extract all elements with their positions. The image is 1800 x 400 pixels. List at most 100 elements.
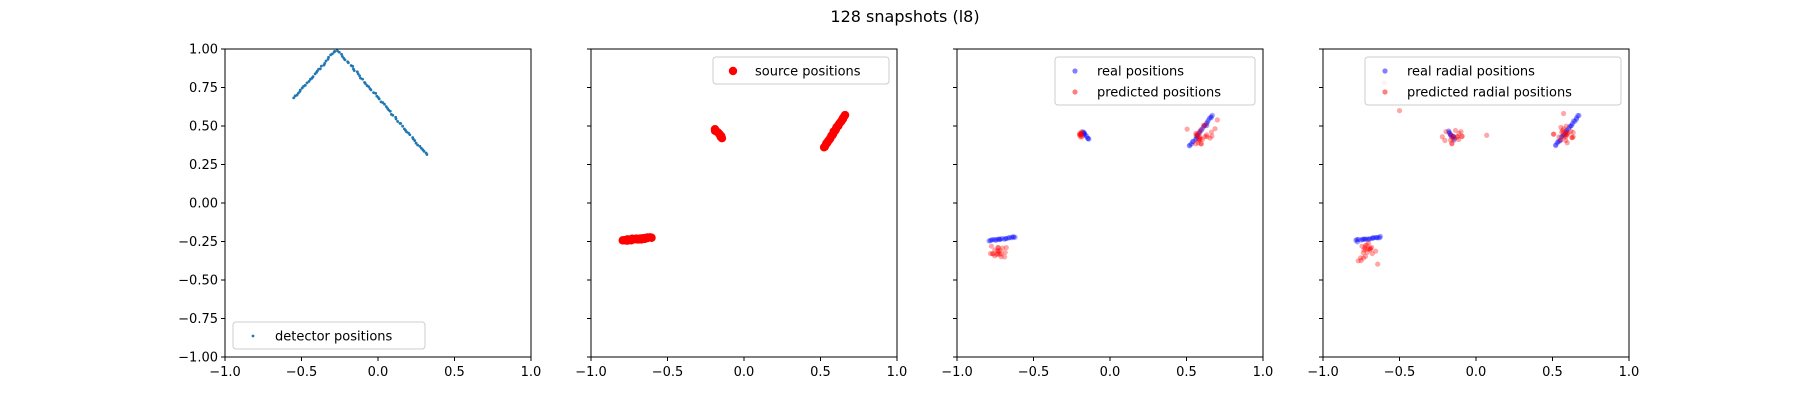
legend-label: predicted radial positions — [1407, 86, 1572, 101]
data-point — [996, 236, 1003, 243]
legend-box — [1364, 56, 1622, 106]
data-point — [1456, 136, 1462, 143]
data-point — [1454, 134, 1460, 140]
data-point — [1202, 122, 1208, 129]
data-point — [330, 52, 334, 56]
y-tick-label: 0.75 — [189, 81, 218, 96]
data-point — [352, 69, 356, 73]
data-point — [1563, 134, 1569, 140]
data-point — [1001, 254, 1008, 260]
data-point — [323, 62, 327, 65]
series-marks — [292, 49, 429, 156]
data-point — [1439, 134, 1445, 140]
data-point — [305, 81, 309, 85]
data-point — [1198, 141, 1204, 147]
data-point — [1364, 236, 1371, 242]
data-point — [358, 74, 361, 78]
data-point — [1569, 134, 1575, 141]
data-point — [1561, 134, 1567, 140]
data-point — [1193, 141, 1199, 147]
data-point — [1366, 236, 1372, 242]
data-point — [1353, 237, 1359, 243]
data-point — [1078, 131, 1084, 137]
data-point — [333, 49, 337, 53]
data-point — [1565, 130, 1571, 136]
data-point — [1459, 133, 1465, 139]
data-point — [1563, 130, 1569, 136]
x-tick-label: 1.0 — [887, 365, 908, 380]
data-point — [1084, 133, 1090, 139]
plot-area — [225, 49, 531, 357]
y-tick-label: 1.00 — [189, 43, 218, 58]
data-point — [337, 50, 341, 54]
legend-marker — [1382, 68, 1388, 74]
data-point — [1363, 236, 1369, 242]
data-point — [1560, 132, 1567, 138]
data-point — [1195, 132, 1201, 138]
data-point — [1362, 253, 1369, 259]
data-point — [1367, 236, 1373, 242]
data-point — [346, 61, 350, 65]
data-point — [1364, 249, 1370, 255]
data-point — [1564, 131, 1570, 137]
data-point — [319, 64, 323, 68]
data-point — [1569, 135, 1575, 141]
x-tick-label: −1.0 — [209, 365, 241, 380]
data-point — [1553, 142, 1559, 148]
data-point — [990, 237, 996, 243]
data-point — [1566, 126, 1572, 132]
data-point — [995, 248, 1001, 254]
data-point — [1450, 136, 1456, 142]
x-tick-label: 0.5 — [444, 365, 465, 380]
data-point — [361, 77, 364, 81]
data-point — [1355, 258, 1361, 264]
legend-box — [232, 321, 426, 350]
data-point — [1373, 248, 1379, 254]
data-point — [1570, 129, 1576, 136]
data-point — [1563, 128, 1569, 134]
data-point — [1197, 135, 1204, 141]
data-point — [1446, 128, 1452, 134]
series-marks — [1353, 80, 1582, 267]
y-tick-label: −0.50 — [178, 274, 218, 289]
data-point — [298, 88, 302, 92]
data-point — [1452, 135, 1458, 141]
data-point — [1366, 240, 1372, 246]
data-point — [1454, 134, 1460, 140]
x-tick-label: −1.0 — [575, 365, 607, 380]
data-point — [717, 134, 727, 143]
data-point — [1358, 237, 1364, 243]
legend: detector positions — [232, 321, 426, 350]
data-point — [1208, 114, 1214, 120]
data-point — [1002, 235, 1009, 242]
data-point — [1562, 132, 1568, 138]
x-tick-label: 0.0 — [1100, 365, 1121, 380]
data-point — [1550, 131, 1556, 137]
data-point — [359, 76, 362, 80]
data-point — [416, 143, 419, 147]
data-point — [1568, 123, 1574, 129]
x-tick-label: 1.0 — [1253, 365, 1274, 380]
data-point — [1456, 130, 1462, 136]
data-point — [1370, 235, 1376, 241]
data-point — [311, 75, 315, 79]
data-point — [394, 117, 398, 121]
x-tick-label: 1.0 — [521, 365, 542, 380]
x-tick-label: 0.5 — [1542, 365, 1563, 380]
subplot-3: −1.0 −0.5 0.0 0.5 1.0 real positions predicted… — [941, 48, 1274, 380]
data-point — [1558, 124, 1564, 130]
data-point — [363, 82, 367, 85]
data-point — [1369, 250, 1375, 257]
data-point — [1563, 123, 1569, 129]
data-point — [1355, 236, 1362, 243]
data-point — [1085, 135, 1091, 141]
data-point — [1569, 122, 1575, 128]
data-point — [1459, 133, 1465, 140]
data-point — [1555, 138, 1561, 144]
data-point — [367, 85, 371, 89]
data-point — [1208, 115, 1214, 121]
data-point — [408, 133, 412, 137]
legend-label: real radial positions — [1407, 65, 1535, 80]
data-point — [1078, 131, 1084, 137]
data-point — [1204, 119, 1211, 125]
